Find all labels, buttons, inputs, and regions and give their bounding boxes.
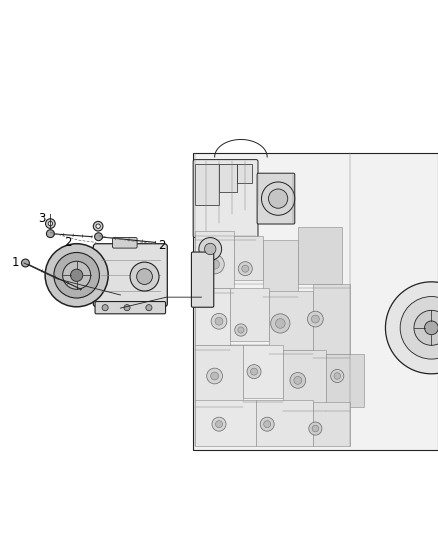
Bar [234, 236, 263, 280]
Circle shape [48, 221, 53, 226]
Bar [313, 284, 350, 354]
Circle shape [210, 260, 219, 269]
Circle shape [45, 244, 108, 307]
Circle shape [264, 421, 271, 427]
Circle shape [268, 189, 288, 208]
Circle shape [130, 262, 159, 291]
Circle shape [71, 269, 83, 281]
Circle shape [215, 421, 223, 427]
Circle shape [102, 304, 108, 311]
Circle shape [199, 238, 222, 260]
Bar [195, 164, 219, 205]
Circle shape [260, 417, 274, 431]
Circle shape [251, 368, 258, 375]
Circle shape [309, 422, 322, 435]
FancyBboxPatch shape [193, 159, 258, 238]
Circle shape [312, 425, 319, 432]
Circle shape [212, 417, 226, 431]
Circle shape [242, 265, 249, 272]
Circle shape [205, 243, 216, 255]
Text: 3: 3 [38, 212, 45, 225]
Circle shape [205, 255, 224, 274]
FancyBboxPatch shape [257, 173, 295, 224]
Circle shape [414, 310, 438, 345]
Circle shape [247, 365, 261, 378]
Bar [237, 164, 252, 183]
Circle shape [235, 324, 247, 336]
Bar [263, 240, 298, 293]
Circle shape [54, 253, 99, 298]
Circle shape [261, 182, 295, 215]
FancyBboxPatch shape [93, 244, 167, 307]
Bar [256, 400, 313, 446]
FancyBboxPatch shape [113, 238, 137, 248]
FancyBboxPatch shape [193, 152, 438, 450]
Bar [195, 231, 234, 288]
FancyBboxPatch shape [95, 302, 166, 314]
Circle shape [271, 314, 290, 333]
Text: 2: 2 [64, 236, 72, 249]
Circle shape [238, 327, 244, 333]
Bar [195, 345, 243, 402]
Circle shape [21, 259, 29, 267]
Bar [326, 354, 364, 407]
Bar [230, 288, 269, 341]
Circle shape [211, 313, 227, 329]
Circle shape [238, 262, 252, 276]
Circle shape [276, 319, 285, 328]
Circle shape [290, 373, 306, 388]
Bar [195, 288, 230, 345]
Circle shape [207, 368, 223, 384]
Text: 1: 1 [11, 256, 19, 270]
Circle shape [424, 321, 438, 335]
Circle shape [46, 219, 55, 229]
Circle shape [211, 372, 219, 380]
Bar [269, 290, 313, 350]
Bar [313, 402, 350, 446]
Bar [298, 227, 342, 284]
Circle shape [96, 224, 100, 229]
Circle shape [331, 369, 344, 383]
Circle shape [124, 304, 130, 311]
Circle shape [400, 296, 438, 359]
Bar [243, 345, 283, 398]
Circle shape [146, 304, 152, 311]
Bar [195, 400, 256, 446]
Circle shape [95, 233, 102, 241]
Circle shape [294, 376, 302, 384]
Circle shape [334, 373, 341, 379]
Bar [219, 164, 237, 192]
Circle shape [215, 317, 223, 325]
Circle shape [46, 230, 54, 238]
Circle shape [137, 269, 152, 285]
Bar [283, 350, 326, 407]
Circle shape [311, 315, 319, 323]
Text: 2: 2 [158, 239, 165, 252]
Circle shape [385, 282, 438, 374]
Circle shape [93, 221, 103, 231]
FancyBboxPatch shape [191, 252, 214, 307]
Circle shape [63, 261, 91, 289]
Circle shape [307, 311, 323, 327]
